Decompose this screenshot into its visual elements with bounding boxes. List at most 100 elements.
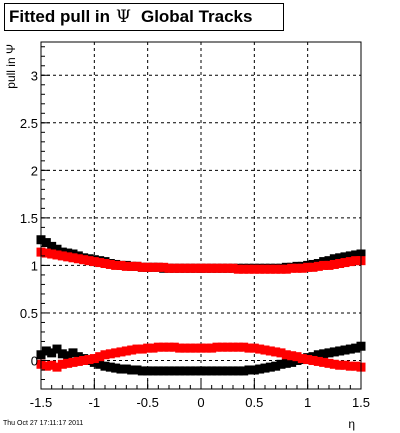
data-point [281, 264, 291, 274]
data-point [41, 346, 51, 356]
data-point [196, 343, 206, 353]
data-point [79, 355, 89, 365]
data-point [249, 343, 259, 353]
data-point [52, 244, 62, 254]
data-point [159, 366, 169, 376]
data-point [340, 345, 350, 355]
data-point [303, 262, 313, 272]
data-point [281, 358, 291, 368]
data-point [68, 357, 78, 367]
data-point [319, 357, 329, 367]
data-point [132, 365, 142, 375]
data-point [217, 263, 227, 273]
data-point [287, 357, 297, 367]
data-point [297, 354, 307, 364]
data-point [351, 361, 361, 371]
y-tick-label: 0.5 [20, 306, 38, 321]
data-point [68, 253, 78, 263]
data-point [319, 260, 329, 270]
data-point [73, 352, 83, 362]
data-point [345, 257, 355, 267]
chart-title: Fitted pull in Ψ Global Tracks [4, 3, 284, 31]
data-point [345, 344, 355, 354]
data-point [63, 252, 73, 262]
data-point [100, 259, 110, 269]
data-point [329, 359, 339, 369]
data-point [201, 263, 211, 273]
data-point [121, 346, 131, 356]
axis-ticks [40, 46, 362, 389]
data-point [217, 342, 227, 352]
data-point [255, 264, 265, 274]
data-point [121, 261, 131, 271]
data-point [127, 345, 137, 355]
data-point [73, 254, 83, 264]
data-point [164, 263, 174, 273]
data-point [324, 358, 334, 368]
data-point [57, 359, 67, 369]
data-point [223, 366, 233, 376]
data-point [329, 254, 339, 264]
data-point [143, 262, 153, 272]
data-point [324, 260, 334, 270]
data-point [63, 351, 73, 361]
data-point [249, 264, 259, 274]
data-point [233, 264, 243, 274]
data-point [175, 263, 185, 273]
data-point [340, 258, 350, 268]
data-point [244, 365, 254, 375]
data-point [271, 361, 281, 371]
data-point [335, 253, 345, 263]
data-point [329, 259, 339, 269]
data-point [324, 348, 334, 358]
data-point [196, 366, 206, 376]
data-point [196, 263, 206, 273]
data-point [260, 363, 270, 373]
data-point [185, 343, 195, 353]
data-point [351, 256, 361, 266]
x-tick-label: 1.5 [352, 395, 370, 410]
data-point [335, 259, 345, 269]
data-point [41, 248, 51, 258]
data-point [111, 363, 121, 373]
y-tick-label: 1.5 [20, 211, 38, 226]
data-point [73, 356, 83, 366]
y-tick-label: 3 [31, 68, 38, 83]
x-tick-label: 1 [304, 395, 311, 410]
data-point [100, 350, 110, 360]
data-point [228, 342, 238, 352]
data-point [335, 360, 345, 370]
data-point [116, 260, 126, 270]
data-point [180, 263, 190, 273]
data-point [68, 348, 78, 358]
data-point [89, 354, 99, 364]
data-point [84, 256, 94, 266]
data-point [265, 264, 275, 274]
data-point [175, 343, 185, 353]
data-point [132, 344, 142, 354]
data-point [132, 261, 142, 271]
data-point [297, 263, 307, 273]
y-tick-label: 2 [31, 163, 38, 178]
data-point [255, 364, 265, 374]
data-point [153, 366, 163, 376]
data-point [121, 364, 131, 374]
data-point [148, 366, 158, 376]
x-tick-label: -1.5 [30, 395, 52, 410]
data-point [239, 342, 249, 352]
tick-labels: -1.5 -1 -0.5 0 0.5 1 1.5 0 0.5 1 1.5 2 2.5 3 [20, 68, 370, 410]
data-point [47, 360, 57, 370]
data-point [292, 263, 302, 273]
data-point [175, 366, 185, 376]
data-point [217, 366, 227, 376]
data-point [164, 366, 174, 376]
y-tick-label: 1 [31, 258, 38, 273]
data-point [84, 355, 94, 365]
data-point [223, 342, 233, 352]
data-point [228, 263, 238, 273]
data-point [287, 263, 297, 273]
chart-title-symbol: Ψ [116, 7, 131, 27]
data-point [111, 348, 121, 358]
data-point [89, 257, 99, 267]
